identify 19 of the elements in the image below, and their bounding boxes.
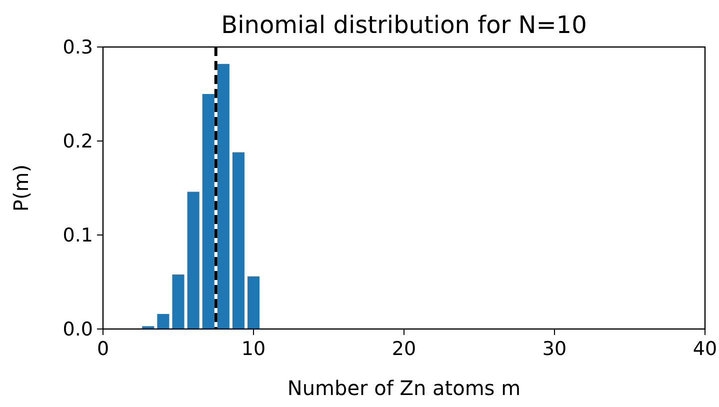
bar xyxy=(232,152,244,329)
bar xyxy=(157,314,170,329)
bar xyxy=(187,192,200,329)
x-tick-label: 10 xyxy=(241,338,266,360)
x-tick-label: 20 xyxy=(392,338,416,360)
x-axis-title: Number of Zn atoms m xyxy=(287,376,521,400)
bar xyxy=(247,276,260,329)
bar xyxy=(172,274,184,329)
y-tick-label: 0.2 xyxy=(62,130,93,153)
y-axis-title: P(m) xyxy=(9,164,33,212)
bar xyxy=(217,64,230,329)
x-tick-label: 40 xyxy=(692,338,718,360)
chart-title: Binomial distribution for N=10 xyxy=(221,11,587,39)
y-tick-label: 0.1 xyxy=(62,224,93,247)
y-tick-label: 0.3 xyxy=(62,36,93,59)
bar xyxy=(202,94,214,329)
y-tick-label: 0.0 xyxy=(62,318,93,341)
x-tick-label: 0 xyxy=(96,338,110,360)
x-tick-label: 30 xyxy=(542,338,567,360)
